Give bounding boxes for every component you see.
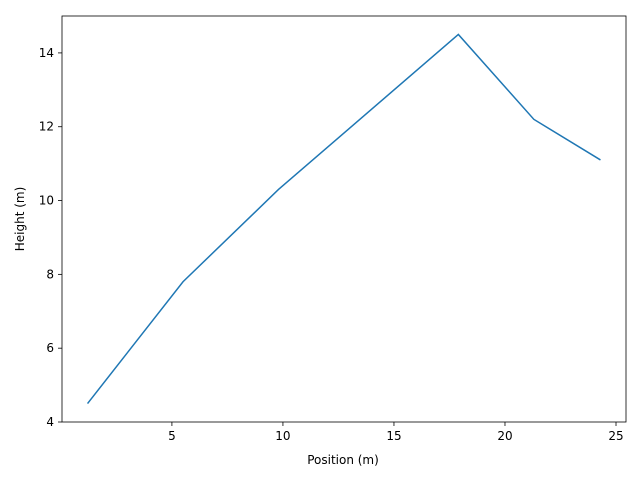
x-tick-label: 5 <box>168 429 176 443</box>
y-axis-label: Height (m) <box>13 187 27 252</box>
y-tick-label: 10 <box>39 194 54 208</box>
y-tick-label: 6 <box>46 341 54 355</box>
x-tick-label: 10 <box>275 429 290 443</box>
y-tick-label: 8 <box>46 267 54 281</box>
x-tick-label: 20 <box>497 429 512 443</box>
plot-frame <box>61 15 627 423</box>
y-tick-label: 12 <box>39 120 54 134</box>
x-axis-label: Position (m) <box>307 453 379 467</box>
y-tick-label: 4 <box>46 415 54 429</box>
x-tick-label: 25 <box>608 429 623 443</box>
x-tick-label: 15 <box>386 429 401 443</box>
line <box>86 33 601 405</box>
y-tick-label: 14 <box>39 46 54 60</box>
